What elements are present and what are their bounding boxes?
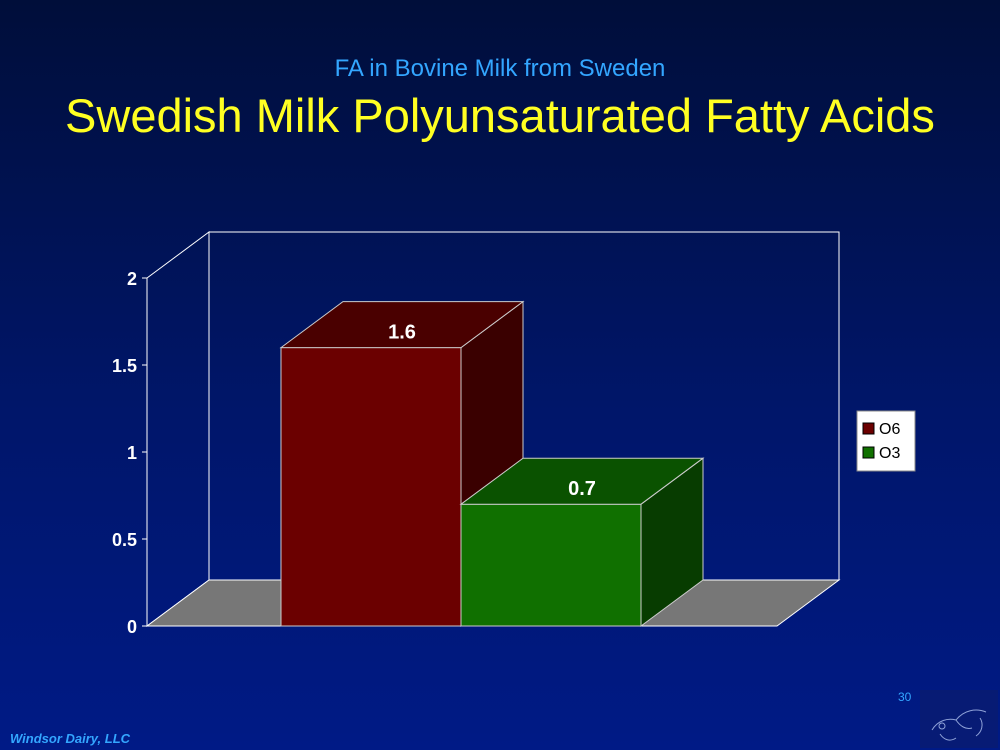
slide-title: Swedish Milk Polyunsaturated Fatty Acids: [65, 89, 935, 142]
data-label-o3: 0.7: [568, 478, 596, 500]
y-tick-label: 1.5: [112, 356, 137, 376]
slide-number: 30: [898, 690, 912, 704]
legend-label-o3: O3: [879, 445, 900, 462]
y-tick-label: 1: [127, 443, 137, 463]
side-wall: [146, 231, 210, 627]
legend-swatch-o3: [862, 446, 875, 459]
bar-o3: [460, 503, 642, 627]
footer-company: Windsor Dairy, LLC: [10, 731, 131, 746]
legend-box: [856, 410, 916, 472]
bar-o6: [280, 347, 462, 627]
y-tick-label: 2: [127, 269, 137, 289]
bar-top-o3: [459, 457, 705, 505]
y-tick-label: 0.5: [112, 530, 137, 550]
data-label-o6: 1.6: [388, 322, 416, 344]
legend-label-o6: O6: [879, 421, 900, 438]
legend-swatch-o6: [862, 422, 875, 435]
cow-logo-icon: [920, 690, 998, 748]
slide-subtitle: FA in Bovine Milk from Sweden: [334, 55, 666, 82]
y-tick-label: 0: [127, 617, 137, 637]
bar-top-o6: [279, 301, 525, 349]
